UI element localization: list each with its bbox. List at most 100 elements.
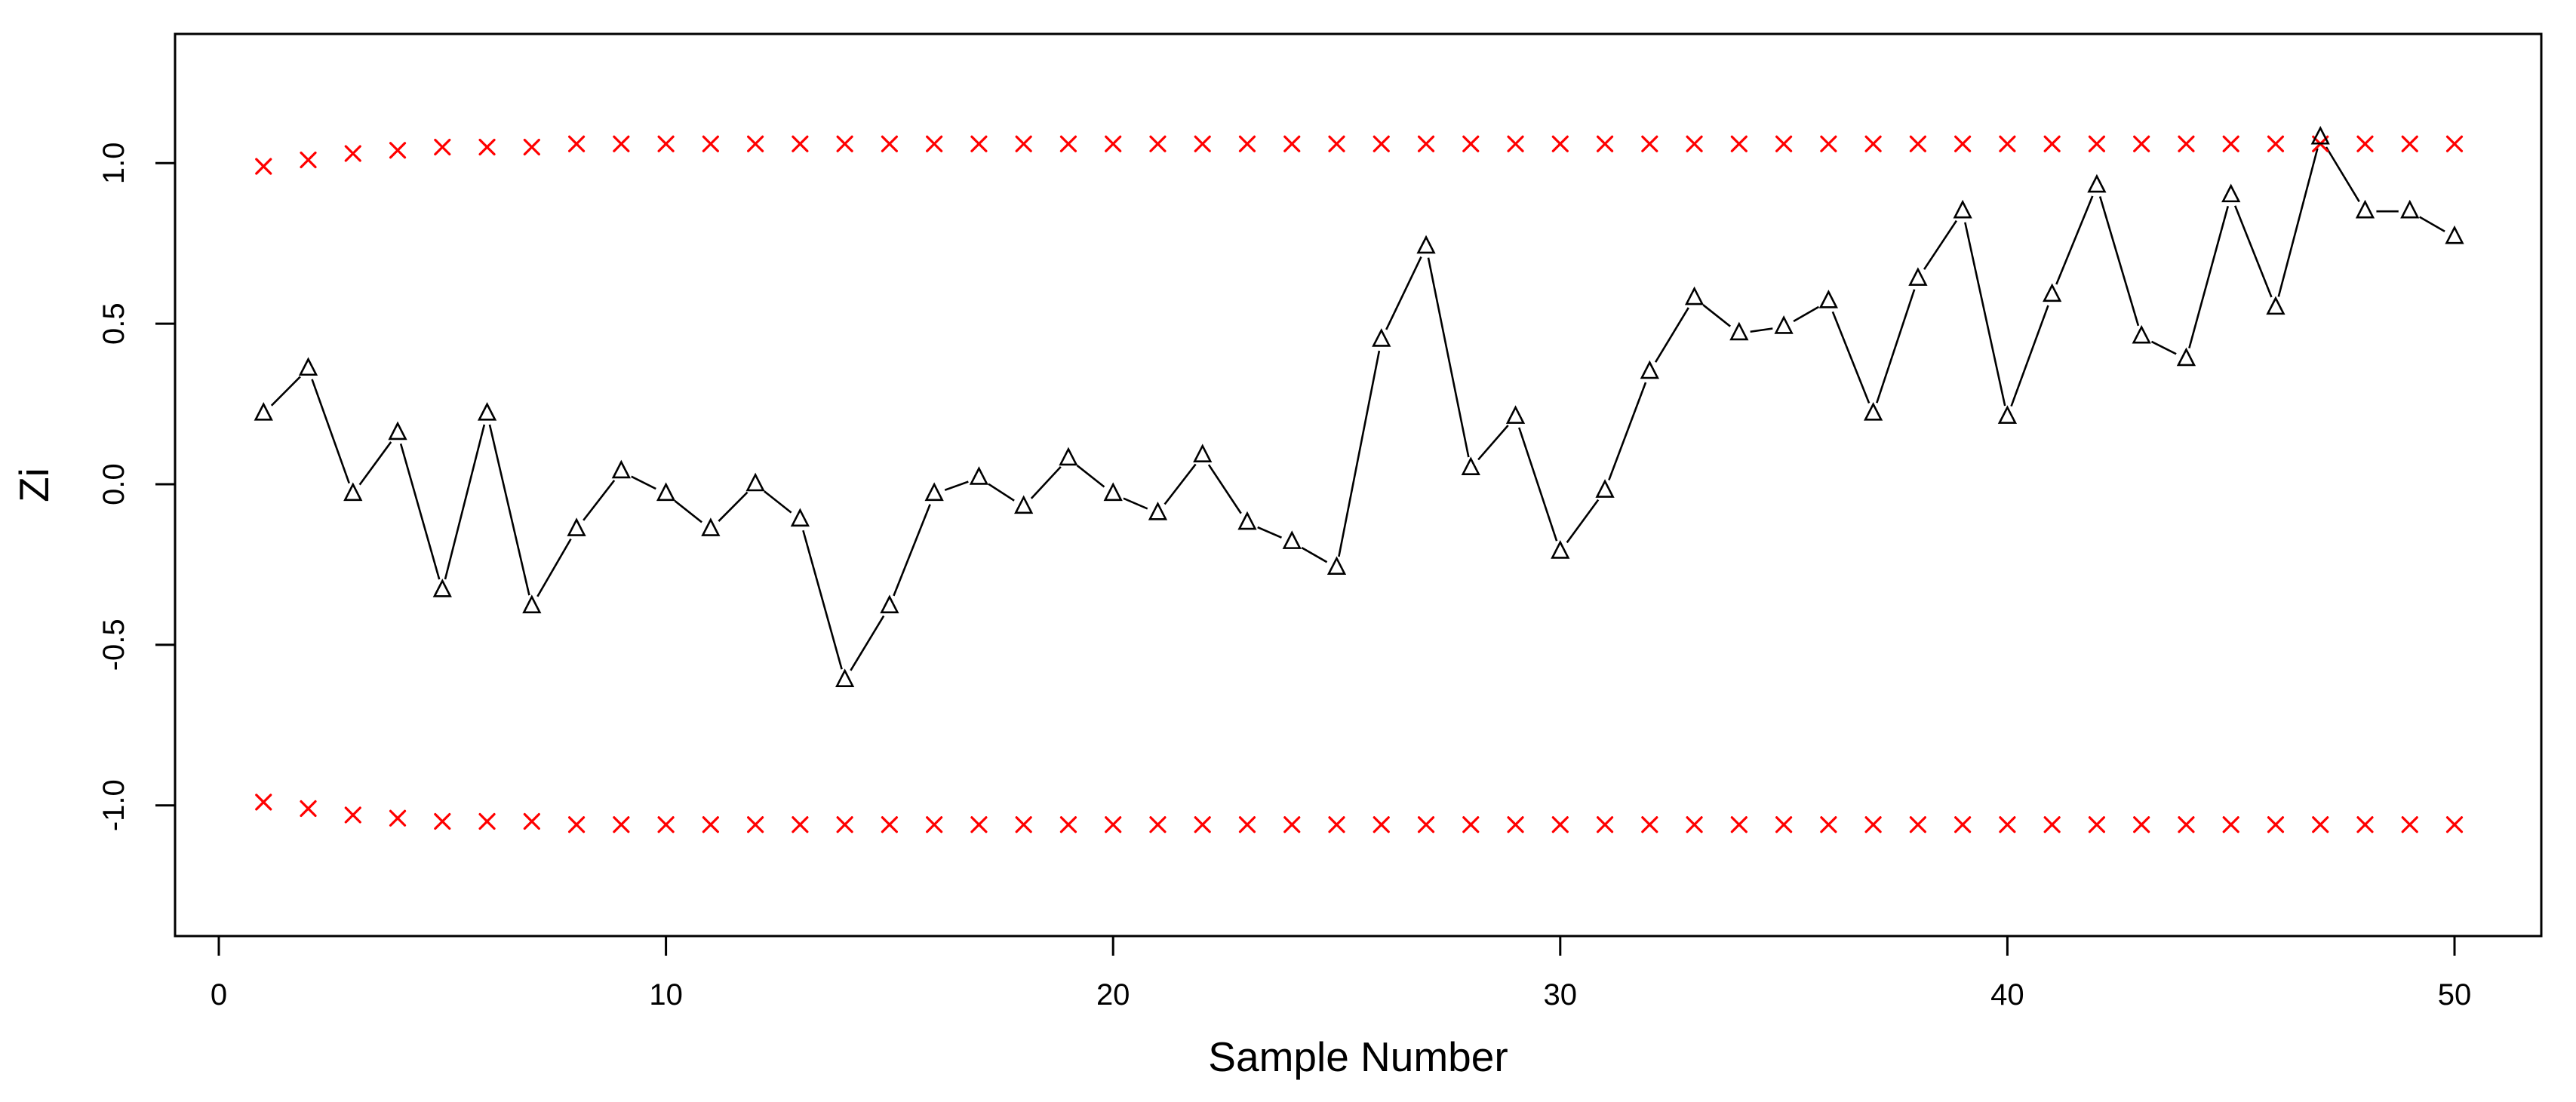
- lower-control-limit-x-marker: [2178, 816, 2195, 833]
- upper-control-limit-x-marker: [1596, 135, 1614, 152]
- zi-triangle-marker: [1193, 444, 1213, 462]
- lower-control-limit-x-marker: [2133, 816, 2150, 833]
- zi-triangle-marker: [1774, 315, 1794, 334]
- lower-control-limit-x-marker: [1328, 816, 1345, 833]
- zi-triangle-marker: [2400, 199, 2420, 219]
- y-tick-label: 0.5: [97, 302, 131, 345]
- zi-triangle-marker: [1148, 501, 1168, 520]
- zi-triangle-marker: [2310, 125, 2330, 145]
- zi-triangle-marker: [835, 668, 855, 687]
- y-tick-label: -1.0: [97, 779, 131, 831]
- lower-control-limit-x-marker: [1909, 816, 1926, 833]
- upper-control-limit-x-marker: [881, 135, 898, 152]
- lower-control-limit-x-marker: [389, 809, 407, 827]
- lower-control-limit-x-marker: [1954, 816, 1972, 833]
- y-axis-title: Zi: [11, 468, 57, 502]
- zi-triangle-marker: [1282, 530, 1302, 549]
- zi-triangle-marker: [2176, 347, 2196, 367]
- upper-control-limit-x-marker: [970, 135, 988, 152]
- lower-control-limit-x-marker: [1105, 816, 1122, 833]
- upper-control-limit-x-marker: [1328, 135, 1345, 152]
- y-tick-label: -0.5: [97, 619, 131, 671]
- lower-control-limit-x-marker: [1507, 816, 1524, 833]
- upper-control-limit-x-marker: [1551, 135, 1569, 152]
- upper-control-limit-x-marker: [344, 145, 361, 162]
- zi-triangle-marker: [298, 357, 318, 376]
- upper-control-limit-x-marker: [1373, 135, 1390, 152]
- upper-control-limit-x-marker: [434, 138, 451, 156]
- zi-triangle-marker: [1997, 405, 2018, 424]
- zi-triangle-marker: [1059, 447, 1078, 466]
- lower-control-limit-x-marker: [1820, 816, 1837, 833]
- upper-control-limit-x-marker: [567, 135, 586, 152]
- upper-control-limit-x-marker: [747, 135, 764, 152]
- lower-control-limit-x-marker: [2445, 816, 2464, 833]
- upper-control-limit-x-marker: [1954, 135, 1972, 152]
- upper-control-limit-x-marker: [1820, 135, 1837, 152]
- y-tick-label: 0.0: [97, 463, 131, 505]
- lower-control-limit-x-marker: [1641, 816, 1658, 833]
- zi-triangle-marker: [1505, 405, 1526, 424]
- upper-control-limit-x-marker: [2445, 135, 2464, 152]
- zi-triangle-marker: [1684, 286, 1705, 305]
- upper-control-limit-x-marker: [613, 135, 630, 152]
- lower-control-limit-x-marker: [836, 816, 853, 833]
- upper-control-limit-x-marker: [2267, 135, 2285, 152]
- upper-control-limit-x-marker: [2088, 135, 2106, 152]
- upper-control-limit-x-marker: [389, 142, 407, 159]
- zi-triangle-marker: [2266, 296, 2286, 315]
- lower-control-limit-x-marker: [2267, 816, 2285, 833]
- zi-triangle-marker: [477, 401, 497, 421]
- zi-triangle-marker: [1908, 267, 1928, 286]
- zi-triangle-marker: [254, 401, 273, 421]
- lower-control-limit-x-marker: [255, 794, 272, 811]
- upper-control-limit-x-marker: [300, 151, 317, 169]
- lower-control-limit-x-marker: [523, 812, 540, 830]
- upper-control-limit-x-marker: [792, 135, 809, 152]
- zi-triangle-marker: [1640, 360, 1659, 379]
- lower-control-limit-x-marker: [434, 812, 451, 830]
- lower-control-limit-x-marker: [702, 816, 719, 833]
- lower-control-limit-x-marker: [1596, 816, 1614, 833]
- zi-triangle-marker: [1595, 479, 1615, 498]
- x-axis-title: Sample Number: [1208, 1033, 1508, 1080]
- lower-control-limit-x-marker: [2043, 816, 2061, 833]
- upper-control-limit-x-marker: [1909, 135, 1926, 152]
- zi-triangle-marker: [2043, 283, 2062, 302]
- lower-control-limit-x-marker: [1149, 816, 1167, 833]
- upper-control-limit-x-marker: [926, 135, 943, 152]
- upper-control-limit-x-marker: [1238, 135, 1256, 152]
- zi-triangle-marker: [2087, 173, 2107, 193]
- lower-control-limit-x-marker: [478, 812, 496, 830]
- upper-control-limit-x-marker: [1999, 135, 2016, 152]
- zi-triangle-marker: [745, 472, 765, 492]
- upper-control-limit-x-marker: [1015, 135, 1032, 152]
- zi-triangle-marker: [1326, 556, 1347, 575]
- lower-control-limit-x-marker: [1686, 816, 1703, 833]
- zi-triangle-marker: [924, 482, 944, 502]
- zi-triangle-marker: [567, 517, 586, 536]
- lower-control-limit-x-marker: [1417, 816, 1435, 833]
- upper-control-limit-x-marker: [2043, 135, 2061, 152]
- upper-control-limit-x-marker: [657, 135, 675, 152]
- zi-triangle-marker: [432, 579, 452, 597]
- lower-control-limit-x-marker: [613, 816, 630, 833]
- lower-control-limit-x-marker: [1059, 816, 1077, 833]
- upper-control-limit-x-marker: [836, 135, 853, 152]
- lower-control-limit-x-marker: [1238, 816, 1256, 833]
- zi-triangle-marker: [790, 508, 810, 527]
- lower-control-limit-x-marker: [2088, 816, 2106, 833]
- lower-control-limit-x-marker: [1864, 816, 1882, 833]
- zi-triangle-marker: [611, 459, 631, 479]
- lower-control-limit-x-marker: [970, 816, 988, 833]
- zi-triangle-marker: [1953, 199, 1972, 219]
- zi-triangle-marker: [969, 466, 989, 485]
- lower-control-limit-x-marker: [881, 816, 898, 833]
- zi-triangle-marker: [2355, 199, 2375, 219]
- upper-control-limit-x-marker: [2133, 135, 2150, 152]
- upper-control-limit-x-marker: [1775, 135, 1793, 152]
- upper-control-limit-x-marker: [478, 138, 496, 156]
- upper-control-limit-x-marker: [1283, 135, 1301, 152]
- zi-triangle-marker: [2221, 183, 2241, 203]
